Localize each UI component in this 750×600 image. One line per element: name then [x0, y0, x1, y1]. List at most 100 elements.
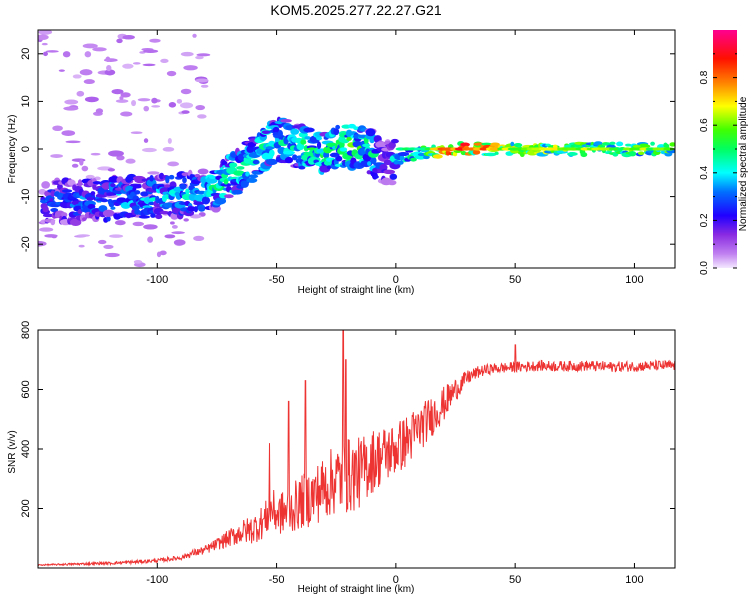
spectral-noise-blob: [141, 147, 157, 153]
chart-title: KOM5.2025.277.22.27.G21: [270, 2, 441, 18]
spectral-noise-blob: [103, 244, 114, 249]
spectral-noise-blob: [71, 158, 86, 162]
spectral-noise-blob: [104, 252, 120, 258]
spectral-ridge-blob: [373, 175, 379, 179]
spectral-noise-blob: [116, 38, 123, 44]
spectral-ridge-blob: [92, 181, 102, 185]
spectral-noise-blob: [180, 88, 192, 95]
y-tick-label: 20: [20, 48, 32, 60]
spectral-ridge-blob: [77, 179, 83, 187]
spectral-noise-blob: [39, 227, 54, 232]
spectral-ridge-blob: [42, 206, 49, 213]
spectral-ridge-blob: [163, 202, 175, 208]
spectral-ridge-blob: [628, 150, 637, 157]
spectral-ridge-blob: [86, 196, 94, 201]
spectral-noise-blob: [195, 55, 204, 60]
spectral-ridge-blob: [510, 141, 515, 147]
spectral-noise-blob: [179, 102, 194, 109]
spectral-ridge-blob: [110, 206, 116, 210]
colorbar: 0.0 0.2 0.4 0.6 0.8 Normalized spectral ampl…: [699, 30, 749, 275]
spectral-noise-blob: [76, 90, 85, 97]
spectral-noise-blob: [173, 239, 186, 246]
spectral-ridge-blob: [484, 152, 497, 157]
spectral-ridge-blob: [232, 189, 243, 195]
spectral-noise-blob: [132, 221, 145, 227]
spectral-ridge-blob: [481, 142, 492, 146]
spectral-ridge-blob: [282, 150, 295, 155]
spectral-ridge-blob: [138, 215, 150, 219]
spectral-core-blob: [663, 147, 675, 151]
spectral-noise-blob: [143, 138, 149, 143]
spectral-ridge-blob: [365, 128, 376, 137]
spectral-noise-blob: [38, 240, 47, 247]
spectral-ridge-blob: [236, 166, 245, 170]
spectral-noise-blob: [79, 159, 84, 166]
snr-y-ticks: 200 400 600 800: [20, 321, 675, 518]
spectral-ridge-blob: [102, 209, 115, 217]
spectral-noise-blob: [200, 84, 209, 88]
spectral-ridge-blob: [149, 175, 154, 182]
spectral-ridge-blob: [277, 130, 283, 138]
spectral-noise-blob: [130, 131, 143, 135]
snr-panel: -100 -50 0 50 100 200 400 600 800 Height of str…: [7, 321, 676, 595]
spectral-ridge-blob: [616, 141, 624, 147]
spectral-ridge-blob: [290, 128, 300, 135]
x-tick-label: 0: [393, 574, 399, 586]
spectral-ridge-blob: [669, 142, 675, 147]
spectral-ridge-blob: [229, 162, 238, 168]
spectral-noise-blob: [189, 214, 202, 219]
spectral-noise-blob: [122, 63, 134, 69]
spectral-ridge-blob: [397, 152, 410, 157]
spectral-noise-blob: [81, 165, 89, 172]
spectral-noise-blob: [143, 49, 159, 53]
spectral-noise-blob: [147, 236, 154, 243]
spectral-noise-blob: [38, 34, 49, 41]
spectral-ridge-blob: [142, 205, 153, 209]
y-tick-label: -20: [20, 236, 32, 252]
spectrogram-y-ticks: -20 -10 0 10 20: [20, 48, 675, 252]
spectral-noise-blob: [107, 168, 116, 172]
x-tick-label: 100: [625, 274, 643, 286]
spectral-noise-blob: [167, 161, 179, 167]
spectral-noise-blob: [162, 146, 175, 152]
spectral-ridge-blob: [316, 141, 322, 150]
spectral-ridge-blob: [399, 155, 405, 161]
spectral-noise-blob: [151, 105, 161, 108]
x-tick-label: 50: [509, 274, 521, 286]
spectral-noise-blob: [119, 96, 124, 100]
spectral-ridge-blob: [165, 175, 170, 184]
spectral-ridge-blob: [609, 141, 616, 145]
spectral-noise-blob: [120, 111, 133, 117]
spectral-noise-blob: [79, 69, 93, 76]
x-tick-label: -100: [146, 574, 168, 586]
spectral-ridge-blob: [163, 184, 171, 188]
spectral-ridge-blob: [304, 136, 311, 140]
colorbar-label: Normalized spectral amplitude: [738, 96, 749, 231]
spectral-ridge-blob: [284, 156, 294, 164]
spectral-ridge-blob: [292, 154, 298, 161]
spectral-noise-blob: [195, 104, 206, 111]
spectral-noise-blob: [183, 65, 198, 71]
spectral-ridge-blob: [369, 137, 375, 144]
spectral-noise-blob: [111, 89, 124, 95]
spectral-ridge-blob: [92, 184, 97, 190]
spectral-ridge-blob: [70, 218, 82, 227]
spectral-ridge-blob: [490, 142, 500, 147]
spectral-noise-blob: [114, 220, 126, 226]
spectral-noise-blob: [159, 250, 167, 256]
spectral-noise-blob: [143, 224, 158, 230]
spectral-noise-blob: [167, 138, 172, 144]
spectral-noise-blob: [143, 105, 150, 112]
spectral-ridge-blob: [223, 179, 229, 185]
snr-series-line: [38, 330, 675, 567]
y-tick-label: 600: [20, 380, 32, 398]
spectral-noise-blob: [106, 64, 112, 72]
spectral-ridge-blob: [580, 152, 588, 158]
spectral-ridge-blob: [362, 143, 371, 148]
spectral-ridge-blob: [388, 141, 396, 149]
spectral-noise-blob: [120, 92, 131, 98]
spectral-ridge-blob: [134, 175, 147, 184]
spectrogram-y-label: Frequency (Hz): [7, 115, 18, 184]
spectral-noise-blob: [168, 102, 177, 108]
y-tick-label: 0: [20, 146, 32, 152]
